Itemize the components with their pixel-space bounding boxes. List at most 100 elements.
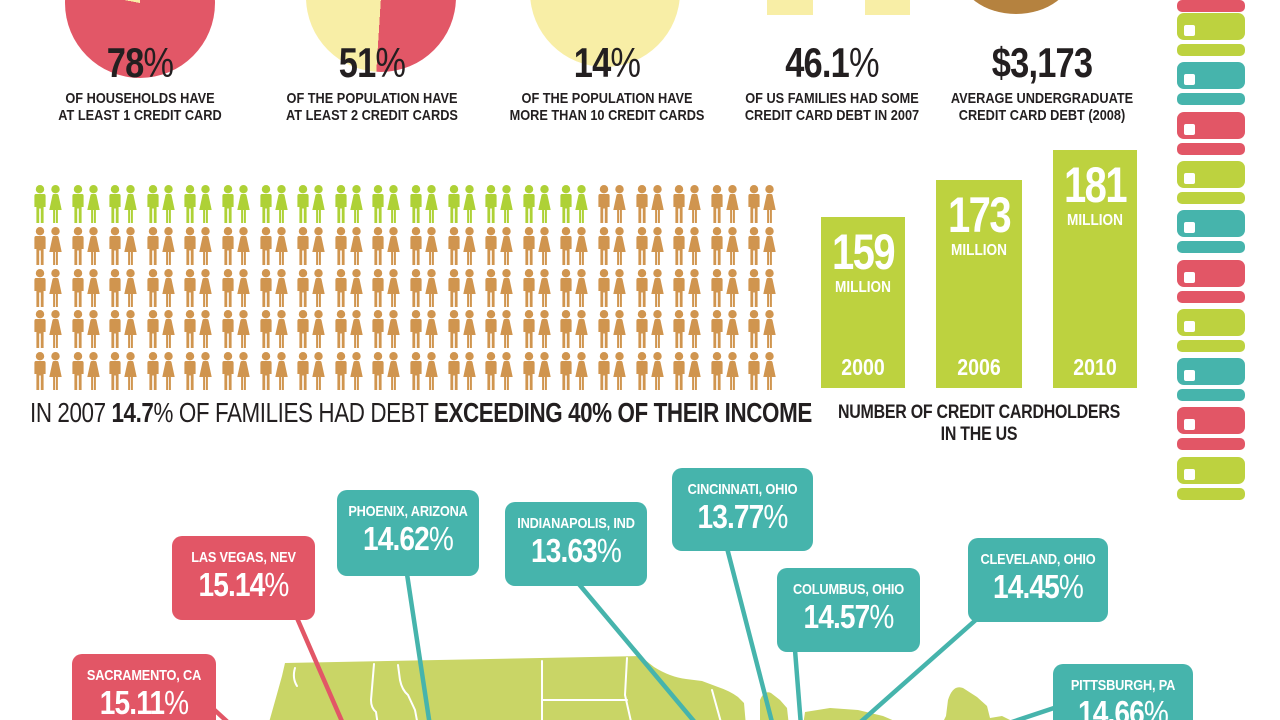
bar-year: 2000 bbox=[841, 354, 885, 380]
family-pair-icon bbox=[672, 268, 702, 307]
family-pair-icon bbox=[672, 226, 702, 265]
family-pair-icon bbox=[33, 185, 63, 223]
line-cincinnati bbox=[724, 545, 774, 720]
family-pair-icon bbox=[33, 310, 63, 349]
family-pair-icon bbox=[484, 185, 514, 223]
family-pair-icon bbox=[409, 352, 439, 391]
family-pair-icon bbox=[371, 226, 401, 265]
family-pair-icon bbox=[635, 226, 665, 265]
family-pair-icon bbox=[71, 352, 101, 391]
callout-city: LAS VEGAS, NEV bbox=[191, 549, 296, 566]
callout-value: 14.57% bbox=[803, 598, 894, 635]
card-stripe-icon bbox=[1177, 142, 1245, 155]
bar-unit: MILLION bbox=[1067, 212, 1123, 229]
family-pair-icon bbox=[747, 268, 777, 307]
family-pair-icon bbox=[559, 185, 589, 223]
line-cleveland bbox=[859, 615, 981, 720]
bar-value: 173 bbox=[948, 187, 1012, 243]
callout-city: PITTSBURGH, PA bbox=[1070, 677, 1176, 694]
callout-value: 15.14% bbox=[198, 566, 289, 603]
bar-2010: 181 MILLION 2010 bbox=[1053, 150, 1137, 388]
family-pair-icon bbox=[409, 226, 439, 265]
family-pair-icon bbox=[747, 310, 777, 349]
family-pair-icon bbox=[296, 310, 326, 349]
card-stripe-icon bbox=[1177, 290, 1245, 303]
family-pair-icon bbox=[259, 185, 289, 223]
stat-undergrad-debt: $3,173 AVERAGE UNDERGRADUATE CREDIT CARD … bbox=[927, 39, 1157, 125]
family-pair-icon bbox=[447, 226, 477, 265]
card-chip-icon bbox=[1184, 74, 1195, 86]
family-pair-icon bbox=[672, 310, 702, 349]
stat-label: AVERAGE UNDERGRADUATE CREDIT CARD DEBT (2… bbox=[950, 90, 1134, 124]
family-pair-icon bbox=[371, 185, 401, 223]
family-debt-caption: IN 2007 14.7% OF FAMILIES HAD DEBT EXCEE… bbox=[30, 396, 812, 430]
bar-year: 2006 bbox=[957, 354, 1001, 380]
card-chip-icon bbox=[1184, 271, 1195, 283]
bar-2000: 159 MILLION 2000 bbox=[821, 217, 905, 388]
family-pair-icon bbox=[334, 310, 364, 349]
stat-label: OF THE POPULATION HAVE MORE THAN 10 CREDI… bbox=[509, 90, 705, 124]
family-pair-icon bbox=[71, 226, 101, 265]
callout-value: 14.45% bbox=[992, 568, 1084, 605]
family-pair-icon bbox=[484, 226, 514, 265]
family-pair-icon bbox=[747, 226, 777, 265]
family-pair-icon bbox=[71, 268, 101, 307]
stat-households: 78% OF HOUSEHOLDS HAVE AT LEAST 1 CREDIT … bbox=[25, 42, 255, 125]
family-pair-icon bbox=[221, 268, 251, 307]
stat-ten-cards: 14% OF THE POPULATION HAVE MORE THAN 10 C… bbox=[492, 39, 722, 125]
family-pair-icon bbox=[447, 268, 477, 307]
callout-city: CLEVELAND, OHIO bbox=[980, 551, 1096, 568]
family-pair-icon bbox=[259, 310, 289, 349]
card-stripe-icon bbox=[1177, 44, 1245, 56]
stat-two-cards: 51% OF THE POPULATION HAVE AT LEAST 2 CRE… bbox=[257, 39, 487, 125]
family-pair-icon bbox=[597, 310, 627, 349]
card-stripe-icon bbox=[1177, 389, 1245, 402]
card-stripe-icon bbox=[1177, 438, 1245, 451]
us-map-shape bbox=[269, 656, 1010, 720]
stat-family-debt: 46.1% OF US FAMILIES HAD SOME CREDIT CARD… bbox=[717, 42, 947, 125]
family-pair-icon bbox=[146, 226, 176, 265]
callout-cleveland: CLEVELAND, OHIO 14.45% bbox=[968, 538, 1108, 622]
family-pair-icon bbox=[447, 352, 477, 391]
stat-label: OF US FAMILIES HAD SOME CREDIT CARD DEBT … bbox=[744, 90, 920, 124]
family-pair-icon bbox=[484, 310, 514, 349]
family-pair-icon bbox=[296, 352, 326, 391]
family-pair-icon bbox=[108, 310, 138, 349]
callout-value: 13.77% bbox=[697, 498, 788, 535]
family-pair-icon bbox=[183, 310, 213, 349]
family-pair-icon bbox=[522, 268, 552, 307]
card-chip-icon bbox=[1184, 419, 1195, 431]
family-pair-icon bbox=[108, 185, 138, 223]
family-pair-icon bbox=[108, 226, 138, 265]
family-pair-icon bbox=[635, 310, 665, 349]
family-pair-icon bbox=[710, 226, 740, 265]
family-pair-icon bbox=[221, 352, 251, 391]
family-pair-icon bbox=[33, 268, 63, 307]
line-indianapolis bbox=[575, 580, 696, 720]
bar-value: 181 bbox=[1064, 157, 1128, 213]
family-pair-icon bbox=[296, 268, 326, 307]
card-chip-icon bbox=[1184, 123, 1195, 135]
card-chip-icon bbox=[1184, 320, 1195, 332]
family-pair-icon bbox=[33, 352, 63, 391]
stat-value: $3,173 bbox=[991, 39, 1093, 86]
caption-part: 14.7 bbox=[111, 397, 154, 428]
family-pair-icon bbox=[597, 226, 627, 265]
family-pair-icon bbox=[259, 352, 289, 391]
family-pair-icon bbox=[635, 185, 665, 223]
family-pair-icon bbox=[108, 352, 138, 391]
callout-indianapolis: INDIANAPOLIS, IND 13.63% bbox=[505, 502, 647, 586]
line-las-vegas bbox=[294, 615, 344, 720]
family-pair-icon bbox=[71, 310, 101, 349]
bars-icon-right bbox=[865, 0, 910, 15]
stat-value: 51% bbox=[338, 39, 406, 86]
family-pair-icon bbox=[221, 310, 251, 349]
callout-city: PHOENIX, ARIZONA bbox=[348, 503, 468, 520]
line-columbus bbox=[792, 647, 803, 720]
card-chip-icon bbox=[1184, 25, 1195, 36]
callout-value: 14.62% bbox=[362, 520, 454, 557]
family-pair-icon bbox=[409, 185, 439, 223]
family-pair-icon bbox=[371, 310, 401, 349]
stat-value: 14% bbox=[573, 39, 641, 86]
callout-las-vegas: LAS VEGAS, NEV 15.14% bbox=[172, 536, 315, 620]
